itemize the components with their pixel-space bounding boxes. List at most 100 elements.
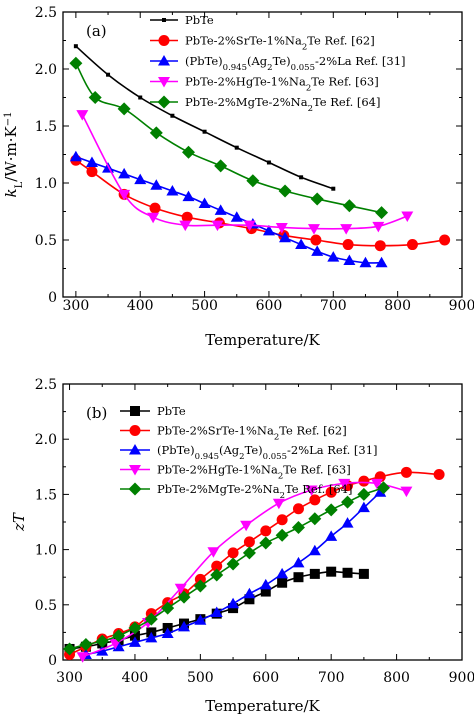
data-point-b-0 xyxy=(309,568,320,579)
data-point-a-1 xyxy=(310,234,322,246)
data-point-a-0 xyxy=(234,145,239,150)
data-point-b-1 xyxy=(358,475,370,487)
data-point-b-4 xyxy=(112,629,126,643)
legend-marker-a-2 xyxy=(158,55,170,66)
data-point-b-3 xyxy=(400,486,413,498)
y-tick-label-b: 1.5 xyxy=(35,487,57,503)
data-point-b-2 xyxy=(259,578,272,590)
data-point-b-1 xyxy=(325,486,337,498)
legend-marker-b-1 xyxy=(129,425,141,436)
legend-b: PbTe PbTe-2%SrTe-1%Na2Te Ref. [62](PbTe)0… xyxy=(120,404,378,501)
data-point-a-4 xyxy=(214,159,228,173)
data-point-b-1 xyxy=(211,560,223,572)
legend-marker-a-3 xyxy=(158,77,170,88)
data-point-a-4 xyxy=(375,206,389,220)
x-tick-label-a: 400 xyxy=(127,298,154,314)
data-point-b-2 xyxy=(243,587,256,599)
data-point-a-3 xyxy=(243,220,256,232)
x-axis-label-b: Temperature/K xyxy=(205,697,320,715)
data-point-b-0 xyxy=(326,566,337,577)
series-line-b-4 xyxy=(69,487,384,650)
legend-marker-b-2 xyxy=(129,444,141,455)
series-line-a-3 xyxy=(81,114,408,230)
data-point-b-4 xyxy=(357,487,371,501)
data-point-b-2 xyxy=(145,631,158,643)
data-point-a-2 xyxy=(375,256,388,268)
data-point-b-2 xyxy=(357,501,370,513)
y-tick-label-a: 0 xyxy=(48,290,57,306)
data-point-a-4 xyxy=(246,174,260,188)
data-point-b-3 xyxy=(174,583,187,595)
y-tick-label-b: 2.5 xyxy=(35,377,57,393)
data-point-a-4 xyxy=(149,126,163,140)
data-point-b-0 xyxy=(260,586,271,597)
data-point-a-0 xyxy=(202,129,207,134)
data-point-a-1 xyxy=(149,202,161,214)
x-tick-label-a: 300 xyxy=(63,298,90,314)
x-tick-label-a: 500 xyxy=(191,298,218,314)
data-point-b-3 xyxy=(338,478,351,490)
data-point-a-0 xyxy=(266,160,271,165)
data-point-a-2 xyxy=(182,190,195,202)
data-point-b-4 xyxy=(210,568,224,582)
data-point-b-4 xyxy=(324,503,338,517)
data-point-b-4 xyxy=(177,590,191,604)
y-axis-label-a: kL/W·m·K−1 xyxy=(2,112,25,198)
data-point-a-2 xyxy=(359,256,372,268)
y-tick-label-b: 0 xyxy=(48,653,57,669)
data-point-b-4 xyxy=(291,521,305,535)
legend-label-a-3: PbTe-2%HgTe-1%Na2Te Ref. [63] xyxy=(185,75,379,94)
data-point-a-1 xyxy=(374,240,386,252)
data-point-b-2 xyxy=(227,597,240,609)
panel-label-a: (a) xyxy=(86,22,107,40)
data-point-b-4 xyxy=(275,528,289,542)
data-point-a-3 xyxy=(372,221,385,233)
data-point-b-1 xyxy=(260,525,272,537)
x-tick-label-a: 700 xyxy=(320,298,347,314)
panel-label-b: (b) xyxy=(86,404,107,422)
data-point-a-0 xyxy=(138,95,143,100)
data-point-b-4 xyxy=(193,579,207,593)
data-point-a-1 xyxy=(86,166,98,178)
data-point-b-0 xyxy=(277,577,288,588)
x-tick-label-b: 900 xyxy=(449,670,474,686)
data-point-a-3 xyxy=(307,224,320,235)
data-point-a-1 xyxy=(181,211,193,223)
data-point-a-1 xyxy=(439,234,451,246)
data-point-b-4 xyxy=(128,621,142,635)
legend-label-b-3: PbTe-2%HgTe-1%Na2Te Ref. [63] xyxy=(157,463,351,482)
data-point-a-0 xyxy=(331,186,336,191)
data-point-b-1 xyxy=(194,573,206,585)
data-point-a-2 xyxy=(343,254,356,266)
legend-marker-b-3 xyxy=(129,465,141,476)
data-point-a-2 xyxy=(118,167,131,179)
legend-label-b-2: (PbTe)0.945(Ag2Te)0.055-2%La Ref. [31] xyxy=(157,443,378,462)
series-a-4 xyxy=(69,56,389,220)
data-point-a-2 xyxy=(295,238,308,250)
y-tick-label-b: 1.0 xyxy=(35,543,57,559)
legend-label-b-1: PbTe-2%SrTe-1%Na2Te Ref. [62] xyxy=(157,424,347,443)
chart-a-thermal-conductivity: 300 400 500 600 700 800 900 0 0.5 1.0 1.5 2.0 2.5 Tem… xyxy=(2,5,474,349)
x-axis-label-a: Temperature/K xyxy=(205,331,320,349)
chart-b-zt: 300 400 500 600 700 800 900 0 0.5 1.0 1.5 2.0 2.5 Tem… xyxy=(10,377,474,715)
data-point-a-3 xyxy=(76,110,89,121)
series-a-2 xyxy=(69,150,388,268)
y-tick-label-a: 2.0 xyxy=(35,62,57,78)
legend-label-a-2: (PbTe)0.945(Ag2Te)0.055-2%La Ref. [31] xyxy=(185,54,406,73)
data-point-a-0 xyxy=(106,72,111,77)
legend-a: PbTe PbTe-2%SrTe-1%Na2Te Ref. [62](PbTe)0… xyxy=(150,13,406,114)
data-point-b-0 xyxy=(358,568,369,579)
y-axis-label-b: zT xyxy=(10,512,28,532)
data-point-b-0 xyxy=(244,594,255,605)
data-point-b-2 xyxy=(96,645,109,656)
data-point-a-0 xyxy=(170,113,175,118)
data-point-a-1 xyxy=(342,239,354,251)
data-point-a-3 xyxy=(118,189,131,201)
data-point-a-2 xyxy=(85,156,98,167)
data-point-b-1 xyxy=(276,514,288,526)
data-point-b-3 xyxy=(272,498,285,510)
y-tick-label-a: 2.5 xyxy=(35,5,57,21)
legend-label-b-4: PbTe-2%MgTe-2%Na2Te Ref. [64] xyxy=(157,482,352,501)
